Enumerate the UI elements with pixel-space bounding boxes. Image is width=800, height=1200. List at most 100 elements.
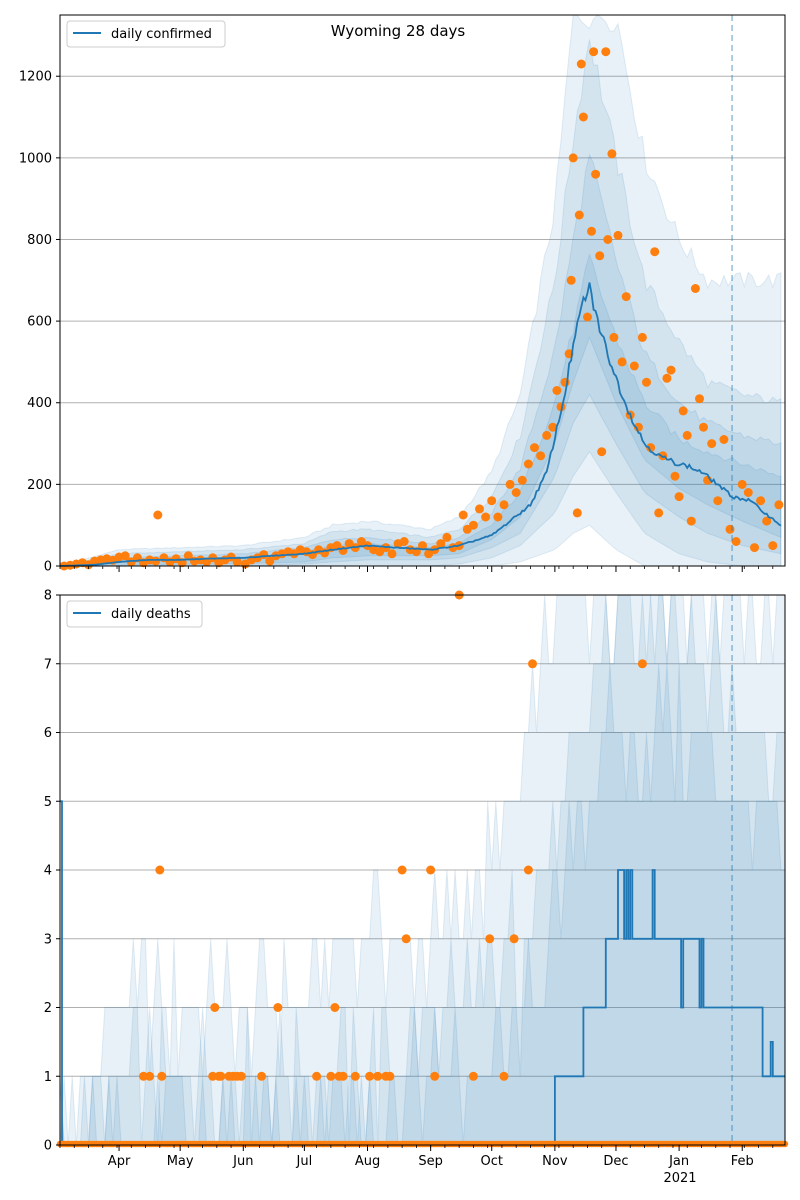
observed-point bbox=[768, 541, 778, 551]
observed-point bbox=[750, 543, 759, 553]
deaths-y-ticks: 0 1 2 3 4 5 6 7 8 bbox=[44, 589, 60, 1154]
confirmed-gridlines bbox=[60, 75, 785, 485]
observed-point bbox=[719, 435, 729, 444]
observed-point bbox=[530, 443, 539, 453]
x-year-label: 2021 bbox=[663, 1171, 696, 1186]
observed-point bbox=[120, 551, 130, 561]
observed-point bbox=[591, 169, 601, 179]
observed-point bbox=[666, 365, 676, 375]
deaths-x-ticks: Apr May Jun Jul Aug Sep Oct Nov Dec Jan Feb bbox=[59, 1145, 774, 1169]
observed-point bbox=[572, 508, 582, 518]
observed-point bbox=[597, 447, 607, 457]
observed-point bbox=[774, 500, 784, 510]
observed-point bbox=[642, 377, 651, 387]
observed-point bbox=[737, 479, 747, 489]
y-tick-label: 2 bbox=[44, 1001, 52, 1016]
observed-point bbox=[646, 443, 656, 453]
observed-point bbox=[662, 373, 672, 383]
observed-point bbox=[617, 357, 627, 367]
observed-point bbox=[216, 1071, 226, 1081]
observed-point bbox=[517, 475, 527, 485]
observed-point bbox=[430, 1071, 440, 1081]
observed-point bbox=[511, 488, 521, 497]
observed-point bbox=[487, 496, 497, 506]
observed-point bbox=[578, 112, 588, 122]
confirmed-legend: daily confirmed bbox=[66, 20, 226, 48]
deaths-observed-points bbox=[56, 590, 789, 1148]
observed-point bbox=[499, 1071, 509, 1081]
chart-title: Wyoming 28 days bbox=[331, 22, 466, 40]
observed-point bbox=[637, 332, 647, 342]
observed-point bbox=[326, 1071, 336, 1081]
observed-point bbox=[637, 659, 647, 669]
observed-point bbox=[601, 47, 611, 57]
y-tick-label: 0 bbox=[44, 560, 52, 575]
confirmed-observed-points bbox=[59, 47, 784, 571]
observed-point bbox=[607, 149, 617, 159]
x-tick-label: Jun bbox=[232, 1154, 253, 1169]
confirmed-legend-box bbox=[66, 20, 226, 48]
y-tick-label: 400 bbox=[27, 396, 52, 411]
observed-point bbox=[528, 659, 537, 669]
observed-point bbox=[505, 479, 515, 489]
observed-point bbox=[731, 537, 741, 546]
deaths-legend-label: daily deaths bbox=[111, 607, 191, 622]
observed-point bbox=[756, 496, 766, 506]
x-tick-label: Oct bbox=[480, 1154, 502, 1169]
y-tick-label: 1 bbox=[44, 1070, 52, 1085]
observed-point bbox=[265, 556, 275, 566]
observed-point bbox=[485, 934, 495, 944]
x-tick-label: Aug bbox=[355, 1154, 380, 1169]
y-tick-label: 8 bbox=[44, 589, 52, 604]
observed-point bbox=[458, 510, 468, 520]
observed-point bbox=[576, 59, 586, 69]
y-tick-label: 800 bbox=[27, 233, 52, 248]
confirmed-y-ticks: 0 200 400 600 800 1000 1200 bbox=[19, 70, 60, 575]
confirmed-model-line bbox=[59, 282, 782, 567]
observed-point bbox=[499, 500, 509, 510]
observed-point bbox=[523, 865, 533, 875]
observed-point bbox=[387, 549, 397, 559]
y-tick-label: 5 bbox=[44, 795, 52, 810]
deaths-chart: 0 1 2 3 4 5 6 7 8 Apr May Jun Jul Aug Sep Oct Nov Dec Jan… bbox=[44, 589, 789, 1186]
observed-point bbox=[151, 556, 161, 566]
observed-point bbox=[574, 210, 584, 220]
observed-point bbox=[589, 47, 599, 57]
observed-point bbox=[690, 284, 700, 293]
observed-point bbox=[674, 492, 684, 502]
observed-point bbox=[670, 471, 680, 481]
deaths-model-line bbox=[60, 800, 785, 1146]
observed-point bbox=[509, 934, 519, 944]
observed-point bbox=[153, 510, 163, 520]
observed-point bbox=[481, 512, 491, 522]
observed-point bbox=[587, 226, 596, 236]
x-tick-label: Feb bbox=[731, 1154, 754, 1169]
observed-point bbox=[523, 459, 533, 469]
y-tick-label: 0 bbox=[44, 1139, 52, 1154]
observed-point bbox=[654, 508, 664, 518]
observed-point bbox=[155, 865, 165, 875]
observed-point bbox=[426, 865, 436, 875]
observed-point bbox=[468, 520, 478, 530]
x-tick-label: Jan bbox=[668, 1154, 689, 1169]
x-tick-label: Apr bbox=[108, 1154, 131, 1169]
observed-point bbox=[621, 292, 631, 302]
observed-point bbox=[682, 430, 692, 440]
observed-point bbox=[226, 552, 236, 562]
x-tick-label: Nov bbox=[542, 1154, 568, 1169]
observed-point bbox=[210, 1003, 220, 1012]
y-tick-label: 6 bbox=[44, 726, 52, 741]
confirmed-chart: 0 200 400 600 800 1000 1200 Wyoming 28 days da… bbox=[19, 14, 786, 575]
observed-point bbox=[157, 1071, 167, 1081]
y-tick-label: 1200 bbox=[19, 70, 52, 85]
observed-point bbox=[257, 1071, 267, 1081]
confirmed-plot-frame bbox=[59, 14, 786, 567]
y-tick-label: 600 bbox=[27, 315, 52, 330]
observed-point bbox=[183, 551, 193, 561]
x-tick-label: Dec bbox=[603, 1154, 628, 1169]
observed-point bbox=[743, 488, 753, 497]
observed-point bbox=[707, 439, 717, 449]
observed-point bbox=[418, 541, 427, 551]
observed-point bbox=[629, 361, 639, 371]
